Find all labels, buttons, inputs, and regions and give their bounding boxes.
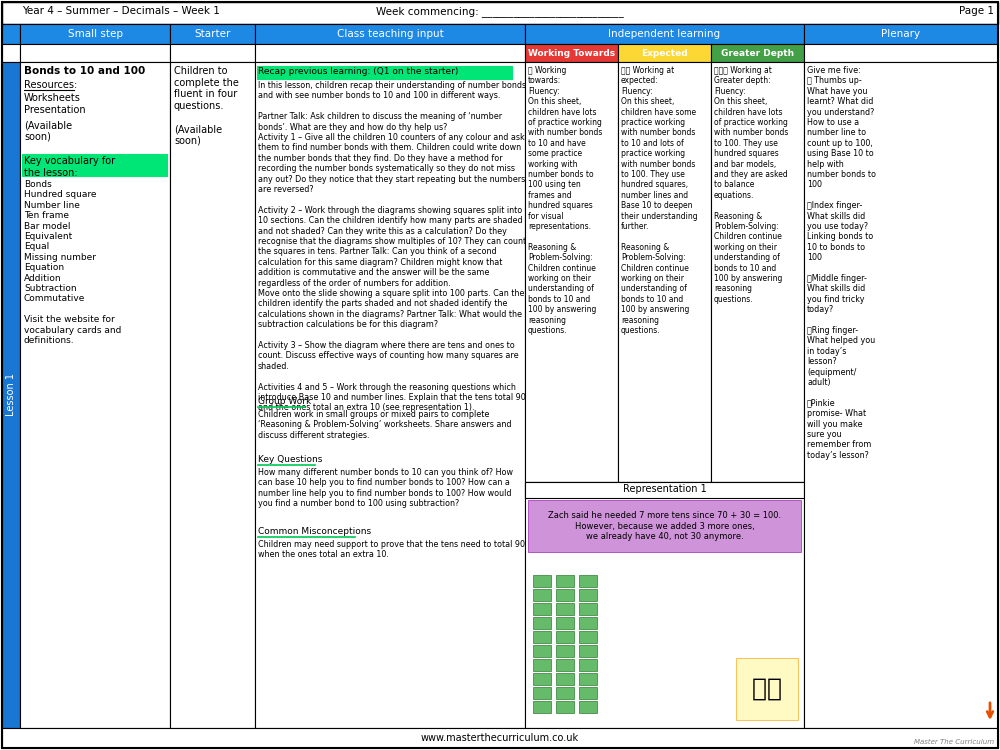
FancyBboxPatch shape	[170, 62, 255, 728]
Text: (Available
soon): (Available soon)	[24, 120, 72, 142]
Text: Common Misconceptions: Common Misconceptions	[258, 527, 371, 536]
Text: Resources:: Resources:	[24, 80, 77, 90]
FancyBboxPatch shape	[255, 62, 525, 728]
FancyBboxPatch shape	[711, 62, 804, 482]
Text: Master The Curriculum: Master The Curriculum	[914, 739, 994, 745]
Text: Bonds to 10 and 100: Bonds to 10 and 100	[24, 66, 145, 76]
FancyBboxPatch shape	[525, 482, 804, 728]
FancyBboxPatch shape	[533, 659, 551, 671]
FancyBboxPatch shape	[255, 24, 525, 44]
Text: ⭐ Working
towards:
Fluency:
On this sheet,
children have lots
of practice workin: ⭐ Working towards: Fluency: On this shee…	[528, 66, 602, 335]
FancyBboxPatch shape	[579, 603, 597, 615]
FancyBboxPatch shape	[2, 62, 20, 728]
FancyBboxPatch shape	[533, 603, 551, 615]
FancyBboxPatch shape	[525, 62, 618, 482]
FancyBboxPatch shape	[736, 658, 798, 720]
FancyBboxPatch shape	[533, 687, 551, 699]
FancyBboxPatch shape	[20, 44, 170, 62]
FancyBboxPatch shape	[579, 631, 597, 643]
FancyBboxPatch shape	[556, 575, 574, 587]
FancyBboxPatch shape	[257, 66, 512, 79]
FancyBboxPatch shape	[2, 24, 20, 44]
FancyBboxPatch shape	[2, 44, 20, 62]
Text: 🧑‍🎓: 🧑‍🎓	[752, 677, 782, 701]
FancyBboxPatch shape	[255, 44, 525, 62]
FancyBboxPatch shape	[579, 645, 597, 657]
FancyBboxPatch shape	[556, 687, 574, 699]
Text: Expected: Expected	[641, 49, 688, 58]
FancyBboxPatch shape	[556, 701, 574, 713]
FancyBboxPatch shape	[533, 589, 551, 601]
FancyBboxPatch shape	[525, 44, 618, 62]
Text: Starter: Starter	[194, 29, 231, 39]
FancyBboxPatch shape	[2, 2, 998, 24]
Text: ⭐⭐ Working at
expected:
Fluency:
On this sheet,
children have some
practice work: ⭐⭐ Working at expected: Fluency: On this…	[621, 66, 698, 335]
Text: Plenary: Plenary	[881, 29, 921, 39]
FancyBboxPatch shape	[170, 44, 255, 62]
FancyBboxPatch shape	[533, 575, 551, 587]
Text: Year 4 – Summer – Decimals – Week 1: Year 4 – Summer – Decimals – Week 1	[22, 6, 220, 16]
Text: Key Questions: Key Questions	[258, 455, 322, 464]
FancyBboxPatch shape	[533, 631, 551, 643]
FancyBboxPatch shape	[525, 24, 804, 44]
Text: Key vocabulary for
the lesson:: Key vocabulary for the lesson:	[24, 156, 115, 178]
Text: Children work in small groups or mixed pairs to complete
‘Reasoning & Problem-So: Children work in small groups or mixed p…	[258, 410, 512, 440]
Text: Give me five:
🤚 Thumbs up-
What have you
learnt? What did
you understand?
How to: Give me five: 🤚 Thumbs up- What have you…	[807, 66, 876, 460]
Text: Group Work: Group Work	[258, 397, 311, 406]
Text: Bonds
Hundred square
Number line
Ten frame
Bar model
Equivalent
Equal
Missing nu: Bonds Hundred square Number line Ten fra…	[24, 180, 121, 345]
Text: Independent learning: Independent learning	[608, 29, 721, 39]
Text: Class teaching input: Class teaching input	[337, 29, 443, 39]
Text: Zach said he needed 7 more tens since 70 + 30 = 100.
However, because we added 3: Zach said he needed 7 more tens since 70…	[548, 511, 781, 541]
FancyBboxPatch shape	[556, 673, 574, 685]
Text: Greater Depth: Greater Depth	[721, 49, 794, 58]
Text: How many different number bonds to 10 can you think of? How
can base 10 help you: How many different number bonds to 10 ca…	[258, 468, 513, 509]
FancyBboxPatch shape	[804, 24, 998, 44]
Text: Week commencing: ___________________________: Week commencing: _______________________…	[376, 6, 624, 17]
FancyBboxPatch shape	[2, 728, 998, 748]
FancyBboxPatch shape	[579, 701, 597, 713]
FancyBboxPatch shape	[804, 62, 998, 728]
FancyBboxPatch shape	[170, 24, 255, 44]
FancyBboxPatch shape	[533, 701, 551, 713]
FancyBboxPatch shape	[579, 687, 597, 699]
FancyBboxPatch shape	[20, 24, 170, 44]
Text: Lesson 1: Lesson 1	[6, 374, 16, 416]
FancyBboxPatch shape	[556, 589, 574, 601]
FancyBboxPatch shape	[533, 673, 551, 685]
Text: Representation 1: Representation 1	[623, 484, 706, 494]
FancyBboxPatch shape	[579, 589, 597, 601]
FancyBboxPatch shape	[533, 617, 551, 629]
Text: Small step: Small step	[68, 29, 122, 39]
Text: Children may need support to prove that the tens need to total 90
when the ones : Children may need support to prove that …	[258, 540, 525, 560]
FancyBboxPatch shape	[556, 631, 574, 643]
FancyBboxPatch shape	[528, 500, 801, 552]
FancyBboxPatch shape	[579, 617, 597, 629]
FancyBboxPatch shape	[556, 617, 574, 629]
FancyBboxPatch shape	[579, 575, 597, 587]
Text: Children to
complete the
fluent in four
questions.

(Available
soon): Children to complete the fluent in four …	[174, 66, 239, 146]
FancyBboxPatch shape	[525, 482, 804, 498]
FancyBboxPatch shape	[579, 673, 597, 685]
FancyBboxPatch shape	[711, 44, 804, 62]
Text: Working Towards: Working Towards	[528, 49, 615, 58]
FancyBboxPatch shape	[556, 603, 574, 615]
Text: ⭐⭐⭐ Working at
Greater depth:
Fluency:
On this sheet,
children have lots
of prac: ⭐⭐⭐ Working at Greater depth: Fluency: O…	[714, 66, 788, 304]
FancyBboxPatch shape	[20, 62, 170, 728]
FancyBboxPatch shape	[804, 44, 998, 62]
FancyBboxPatch shape	[618, 44, 711, 62]
FancyBboxPatch shape	[533, 645, 551, 657]
FancyBboxPatch shape	[618, 62, 711, 482]
FancyBboxPatch shape	[22, 154, 167, 176]
Text: Page 1: Page 1	[959, 6, 994, 16]
Text: In this lesson, children recap their understanding of number bonds
and with see : In this lesson, children recap their und…	[258, 81, 526, 413]
FancyBboxPatch shape	[579, 659, 597, 671]
Text: www.masterthecurriculum.co.uk: www.masterthecurriculum.co.uk	[421, 733, 579, 743]
Text: Worksheets
Presentation: Worksheets Presentation	[24, 93, 86, 115]
FancyBboxPatch shape	[556, 645, 574, 657]
FancyBboxPatch shape	[556, 659, 574, 671]
Text: Recap previous learning: (Q1 on the starter): Recap previous learning: (Q1 on the star…	[258, 67, 458, 76]
